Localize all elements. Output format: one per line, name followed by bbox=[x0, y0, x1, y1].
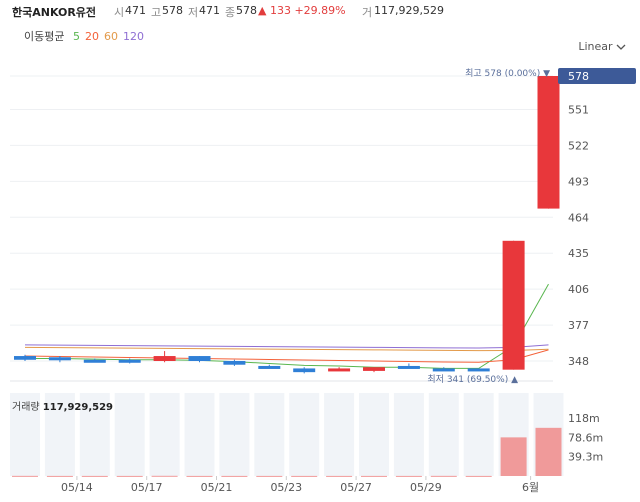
low-annotation: 최저 341 (69.50%) ▲ bbox=[427, 374, 518, 385]
volume-label: 거래량 117,929,529 bbox=[12, 401, 113, 413]
ma-period-60: 60 bbox=[103, 30, 118, 43]
x-tick-label: 05/23 bbox=[270, 481, 302, 494]
y-tick-label: 551 bbox=[568, 103, 589, 116]
high-value: 578 bbox=[162, 4, 183, 17]
scale-mode-dropdown[interactable]: Linear bbox=[578, 40, 626, 53]
quote-header: 한국ANKOR유전 시 471 고 578 저 471 종 578 ▲ 133 … bbox=[0, 0, 640, 30]
ma-label: 이동평균 bbox=[24, 30, 65, 43]
volume-short-label: 거 bbox=[362, 6, 373, 19]
volume-bar bbox=[395, 475, 422, 477]
volume-axis-label: 39.3m bbox=[568, 451, 603, 464]
volume-bar bbox=[361, 475, 387, 477]
volume-column-bg bbox=[114, 393, 145, 476]
candle-body bbox=[258, 365, 281, 369]
volume-bar bbox=[46, 475, 73, 477]
y-tick-label: 522 bbox=[568, 139, 589, 152]
candle-body bbox=[537, 76, 560, 209]
volume-short-value: 117,929,529 bbox=[374, 4, 444, 17]
ma-line-20 bbox=[24, 349, 549, 363]
candle-body bbox=[432, 368, 455, 372]
ma-period-120: 120 bbox=[122, 30, 144, 43]
y-tick-label: 406 bbox=[568, 283, 589, 296]
volume-bar bbox=[81, 475, 108, 477]
candle-body bbox=[502, 240, 525, 370]
moving-average-legend: 이동평균 5 20 60 120 bbox=[24, 28, 144, 44]
candle-body bbox=[328, 368, 351, 372]
ma-line-120 bbox=[24, 344, 549, 349]
current-price-box bbox=[558, 68, 636, 84]
volume-bar bbox=[430, 475, 457, 477]
volume-column-bg bbox=[79, 393, 110, 476]
ma-periods: 5 20 60 120 bbox=[68, 30, 144, 43]
x-tick-label: 05/27 bbox=[340, 481, 372, 494]
low-value: 471 bbox=[199, 4, 220, 17]
volume-axis-label: 118m bbox=[568, 412, 600, 425]
volume-column-bg bbox=[463, 393, 494, 476]
x-tick-label: 05/29 bbox=[410, 481, 442, 494]
candle-body bbox=[363, 367, 385, 371]
volume-bar bbox=[151, 475, 178, 477]
chevron-down-icon bbox=[616, 40, 626, 53]
x-tick-label: 05/21 bbox=[201, 481, 233, 494]
candle-body bbox=[467, 368, 490, 372]
low-label: 저 bbox=[188, 6, 199, 19]
candle-body bbox=[48, 357, 71, 361]
close-value: 578 bbox=[236, 4, 257, 17]
close-label: 종 bbox=[225, 6, 236, 19]
volume-column-bg bbox=[324, 393, 355, 476]
volume-column-bg bbox=[149, 393, 180, 476]
volume-bar bbox=[116, 475, 143, 477]
volume-bar bbox=[12, 475, 38, 477]
y-tick-label: 435 bbox=[568, 247, 589, 260]
ma-period-5: 5 bbox=[72, 30, 80, 43]
volume-column-bg bbox=[219, 393, 250, 476]
volume-column-bg bbox=[393, 393, 424, 476]
candle-body bbox=[153, 356, 176, 361]
y-tick-label: 464 bbox=[568, 211, 589, 224]
x-tick-label: 6월 bbox=[522, 481, 539, 494]
y-tick-label: 348 bbox=[568, 355, 589, 368]
scale-mode-label: Linear bbox=[578, 40, 613, 53]
x-tick-label: 05/17 bbox=[131, 481, 163, 494]
volume-bar bbox=[291, 475, 318, 477]
high-label: 고 bbox=[151, 6, 162, 19]
change-value: ▲ 133 +29.89% bbox=[258, 4, 346, 17]
stock-name: 한국ANKOR유전 bbox=[12, 6, 97, 19]
candle-body bbox=[188, 356, 211, 361]
volume-bar bbox=[186, 475, 213, 477]
candle-body bbox=[14, 356, 36, 360]
open-label: 시 bbox=[114, 6, 125, 19]
ma-line-5 bbox=[25, 283, 549, 369]
volume-column-bg bbox=[10, 393, 40, 476]
volume-bar bbox=[535, 427, 562, 476]
volume-bar bbox=[465, 475, 492, 477]
volume-column-bg bbox=[44, 393, 75, 476]
high-annotation: 최고 578 (0.00%) ▼ bbox=[465, 68, 550, 79]
x-tick-label: 05/14 bbox=[61, 481, 93, 494]
ma-period-20: 20 bbox=[84, 30, 99, 43]
y-tick-label: 377 bbox=[568, 319, 589, 332]
candle-body bbox=[118, 359, 141, 363]
current-price-label: 578 bbox=[568, 70, 589, 83]
volume-bar bbox=[326, 475, 353, 477]
candle-body bbox=[83, 359, 106, 363]
volume-column-bg bbox=[184, 393, 215, 476]
volume-bar bbox=[500, 437, 527, 476]
volume-column-bg bbox=[254, 393, 285, 476]
volume-value: 117,929,529 bbox=[43, 402, 113, 413]
volume-bar bbox=[221, 475, 248, 477]
volume-column-bg bbox=[359, 393, 389, 476]
y-tick-label: 493 bbox=[568, 175, 589, 188]
volume-column-bg bbox=[428, 393, 459, 476]
candle-body bbox=[223, 361, 246, 365]
candle-body bbox=[293, 368, 316, 373]
volume-bar bbox=[256, 475, 283, 477]
volume-axis-label: 78.6m bbox=[568, 431, 603, 444]
candle-body bbox=[397, 365, 420, 369]
open-value: 471 bbox=[125, 4, 146, 17]
volume-column-bg bbox=[289, 393, 320, 476]
ma-line-60 bbox=[24, 346, 549, 352]
